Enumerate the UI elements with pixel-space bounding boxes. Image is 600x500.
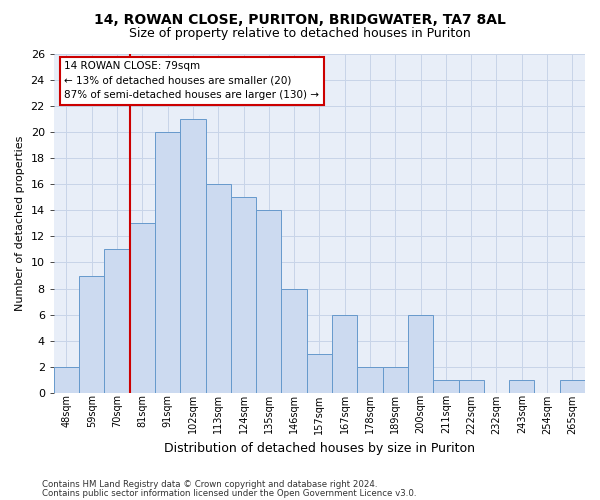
Bar [383, 366, 408, 393]
Bar [408, 314, 433, 393]
Bar [181, 119, 206, 393]
Bar [256, 210, 281, 393]
Bar [206, 184, 231, 393]
Text: 14, ROWAN CLOSE, PURITON, BRIDGWATER, TA7 8AL: 14, ROWAN CLOSE, PURITON, BRIDGWATER, TA… [94, 12, 506, 26]
Bar [104, 250, 130, 393]
Bar [231, 198, 256, 393]
Text: Contains HM Land Registry data © Crown copyright and database right 2024.: Contains HM Land Registry data © Crown c… [42, 480, 377, 489]
Bar [130, 224, 155, 393]
Text: 14 ROWAN CLOSE: 79sqm
← 13% of detached houses are smaller (20)
87% of semi-deta: 14 ROWAN CLOSE: 79sqm ← 13% of detached … [64, 61, 319, 100]
Bar [509, 380, 535, 393]
Text: Contains public sector information licensed under the Open Government Licence v3: Contains public sector information licen… [42, 490, 416, 498]
X-axis label: Distribution of detached houses by size in Puriton: Distribution of detached houses by size … [164, 442, 475, 455]
Bar [79, 276, 104, 393]
Bar [281, 288, 307, 393]
Bar [433, 380, 458, 393]
Bar [358, 366, 383, 393]
Y-axis label: Number of detached properties: Number of detached properties [15, 136, 25, 311]
Bar [560, 380, 585, 393]
Bar [332, 314, 358, 393]
Bar [54, 366, 79, 393]
Bar [307, 354, 332, 393]
Bar [155, 132, 181, 393]
Bar [458, 380, 484, 393]
Text: Size of property relative to detached houses in Puriton: Size of property relative to detached ho… [129, 28, 471, 40]
